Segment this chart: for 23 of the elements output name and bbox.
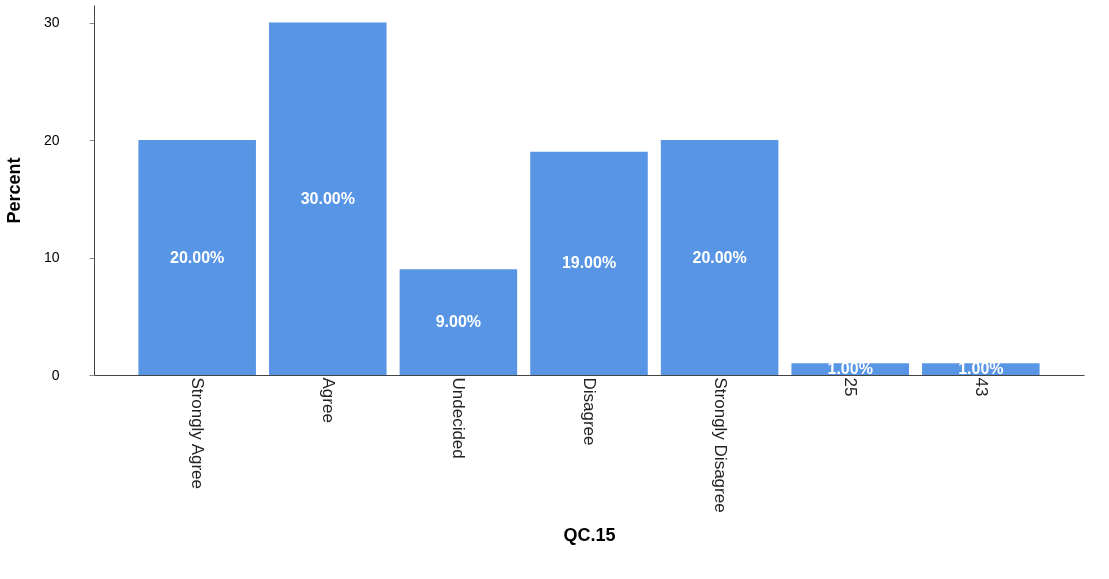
data-label: 20.00%: [170, 248, 225, 266]
x-tick-label: Undecided: [449, 377, 469, 459]
y-tick-label: 0: [51, 366, 60, 383]
x-axis-title: QC.15: [563, 524, 616, 545]
x-tick-label: Agree: [318, 377, 338, 423]
data-label: 9.00%: [435, 313, 482, 331]
data-label: 19.00%: [561, 254, 617, 272]
y-tick-label: 10: [43, 249, 60, 266]
x-tick-label: 25: [841, 377, 861, 397]
x-tick-label: Disagree: [580, 377, 599, 446]
bar: [269, 22, 387, 375]
x-tick-label: Strongly Agree: [188, 377, 208, 490]
bar: [399, 269, 518, 375]
x-tick-label: Strongly Disagree: [710, 377, 730, 513]
data-label: 20.00%: [692, 248, 747, 266]
data-label: 30.00%: [300, 189, 355, 207]
bar: [660, 140, 779, 375]
bar: [530, 151, 648, 375]
x-tick-label: 43: [971, 377, 991, 397]
y-tick-label: 30: [43, 14, 60, 31]
y-tick-label: 20: [43, 131, 60, 148]
y-axis-title: Percent: [3, 157, 24, 224]
bar: [138, 140, 256, 375]
